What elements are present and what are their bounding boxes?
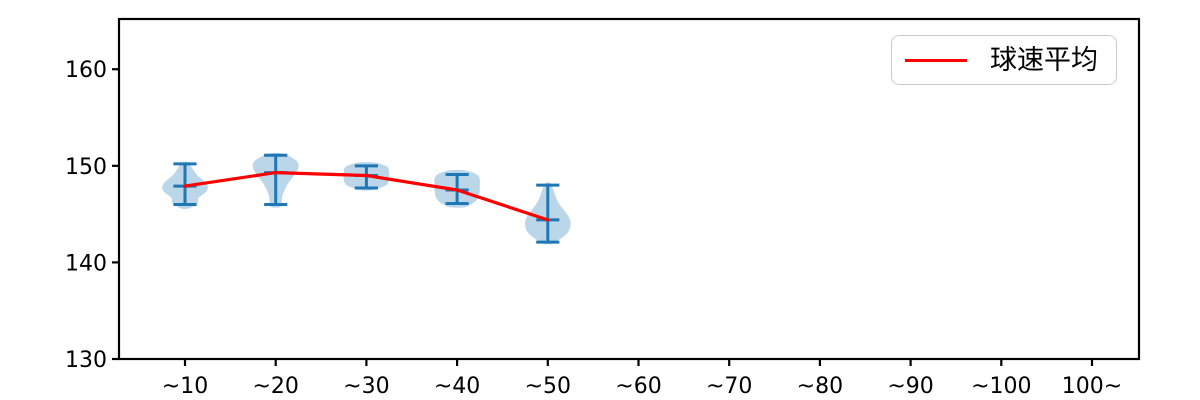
x-tick-label-~40: ~40 <box>434 374 480 399</box>
y-tick-label-150: 150 <box>65 155 107 180</box>
y-axis-tick-labels: 130 140 150 160 <box>65 58 107 373</box>
x-tick-label-~30: ~30 <box>343 374 389 399</box>
legend-red-line-icon <box>905 58 967 62</box>
legend-label: 球速平均 <box>990 44 1098 76</box>
x-tick-label-~50: ~50 <box>525 374 571 399</box>
plot-frame <box>117 17 1141 361</box>
x-tick-label-~70: ~70 <box>706 374 752 399</box>
y-tick-label-140: 140 <box>65 251 107 276</box>
x-tick-label-~20: ~20 <box>252 374 298 399</box>
legend: 球速平均 <box>891 35 1117 85</box>
x-tick-label-~90: ~90 <box>887 374 933 399</box>
x-tick-label-~60: ~60 <box>615 374 661 399</box>
violin-extrema-bars <box>173 153 560 244</box>
y-tick-label-130: 130 <box>65 348 107 373</box>
x-tick-label-~80: ~80 <box>797 374 843 399</box>
mean-velocity-line <box>183 171 550 222</box>
x-axis-tick-labels: ~10 ~20 ~30 ~40 ~50 ~60 ~70 ~80 ~90 ~100 100~ <box>162 374 1122 399</box>
x-tick-label-~10: ~10 <box>162 374 208 399</box>
x-tick-label-100~: 100~ <box>1062 374 1122 399</box>
y-tick-label-160: 160 <box>65 58 107 83</box>
x-tick-label-~100: ~100 <box>971 374 1031 399</box>
mean-velocity-polyline <box>183 171 550 222</box>
axes-frame <box>112 17 1141 366</box>
